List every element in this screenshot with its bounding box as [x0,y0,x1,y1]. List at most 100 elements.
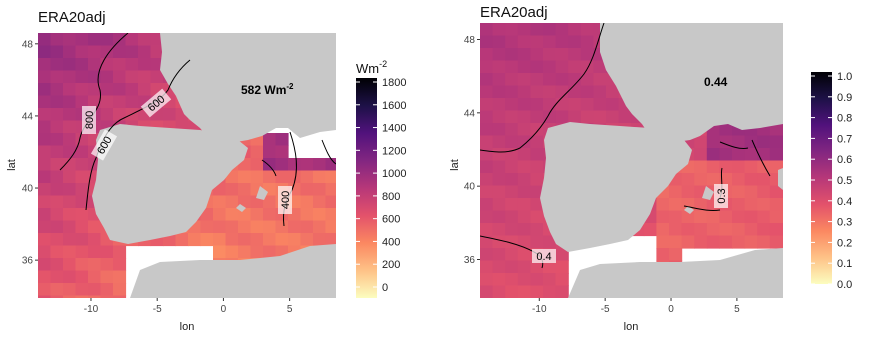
heatmap-cell [719,173,733,187]
heatmap-cell [125,33,139,47]
heatmap-cell [492,35,506,49]
heatmap-cell [225,233,239,247]
heatmap-cell [38,83,52,97]
heatmap-cell [505,223,519,237]
heatmap-cell [88,258,102,272]
heatmap-cell [225,183,239,197]
heatmap-cell [63,295,77,298]
heatmap-cell [480,210,494,224]
heatmap-cell [732,185,746,199]
heatmap-cell [555,248,569,262]
heatmap-cell [543,73,557,87]
heatmap-cell [505,110,519,124]
heatmap-cell [505,23,519,37]
heatmap-cell [555,98,569,112]
heatmap-cell [50,120,64,134]
heatmap-cell [732,135,746,149]
heatmap-cell [530,60,544,74]
heatmap-cell [492,273,506,287]
heatmap-cell [530,73,544,87]
heatmap-cell [88,83,102,97]
heatmap-cell [300,195,314,209]
heatmap-cell [732,210,746,224]
heatmap-cell [63,208,77,222]
heatmap-cell [706,235,720,249]
heatmap-cell [50,233,64,247]
heatmap-cell [50,208,64,222]
heatmap-cell [669,248,683,262]
heatmap-cell [88,295,102,298]
heatmap-cell [505,285,519,298]
heatmap-cell [325,233,336,247]
right-colorbar [811,72,832,284]
heatmap-cell [225,220,239,234]
y-tick-label: 44 [22,111,34,122]
heatmap-cell [263,195,277,209]
heatmap-cell [480,48,494,62]
heatmap-cell [75,258,89,272]
heatmap-cell [480,60,494,74]
heatmap-cell [75,58,89,72]
heatmap-cell [530,110,544,124]
right-contour-labels: 0.4 0.3 [532,184,728,263]
heatmap-cell [719,235,733,249]
heatmap-cell [480,173,494,187]
right-panel: ERA20adj 0.4 [449,4,852,333]
heatmap-cell [50,70,64,84]
heatmap-cell [555,60,569,74]
colorbar-tick-label: 1800 [382,77,406,89]
heatmap-cell [555,285,569,298]
heatmap-cell [75,183,89,197]
heatmap-cell [706,135,720,149]
heatmap-cell [263,145,277,159]
heatmap-cell [769,235,783,249]
colorbar-tick-label: 0.1 [837,258,852,270]
colorbar-tick-label: 0.4 [837,196,852,208]
x-tick-label: 0 [221,304,227,315]
heatmap-cell [757,198,771,212]
heatmap-cell [325,220,336,234]
heatmap-cell [505,35,519,49]
heatmap-cell [63,45,77,59]
heatmap-cell [150,33,164,47]
heatmap-cell [100,295,114,298]
heatmap-cell [744,148,758,162]
heatmap-cell [492,285,506,298]
heatmap-cell [38,283,52,297]
heatmap-cell [300,158,314,172]
heatmap-cell [75,195,89,209]
heatmap-cell [38,145,52,159]
heatmap-cell [213,233,227,247]
heatmap-cell [593,98,607,112]
heatmap-cell [480,160,494,174]
heatmap-cell [38,195,52,209]
y-tick-label: 48 [22,39,34,50]
heatmap-cell [555,48,569,62]
heatmap-cell [568,35,582,49]
y-tick-label: 40 [22,184,34,195]
left-x-axis-label: lon [180,321,195,333]
heatmap-cell [313,195,327,209]
right-mean-annotation: 0.44 [704,75,728,89]
heatmap-cell [505,123,519,137]
heatmap-cell [38,183,52,197]
heatmap-cell [63,233,77,247]
heatmap-cell [543,273,557,287]
heatmap-cell [530,23,544,37]
heatmap-cell [492,110,506,124]
heatmap-cell [669,198,683,212]
heatmap-cell [250,208,264,222]
heatmap-cell [543,110,557,124]
heatmap-cell [250,170,264,184]
heatmap-cell [517,35,531,49]
heatmap-cell [530,48,544,62]
heatmap-cell [113,283,127,297]
heatmap-cell [113,245,127,259]
heatmap-cell [63,220,77,234]
heatmap-cell [694,148,708,162]
heatmap-cell [50,245,64,259]
heatmap-cell [681,223,695,237]
heatmap-cell [50,158,64,172]
heatmap-cell [706,173,720,187]
heatmap-cell [505,160,519,174]
